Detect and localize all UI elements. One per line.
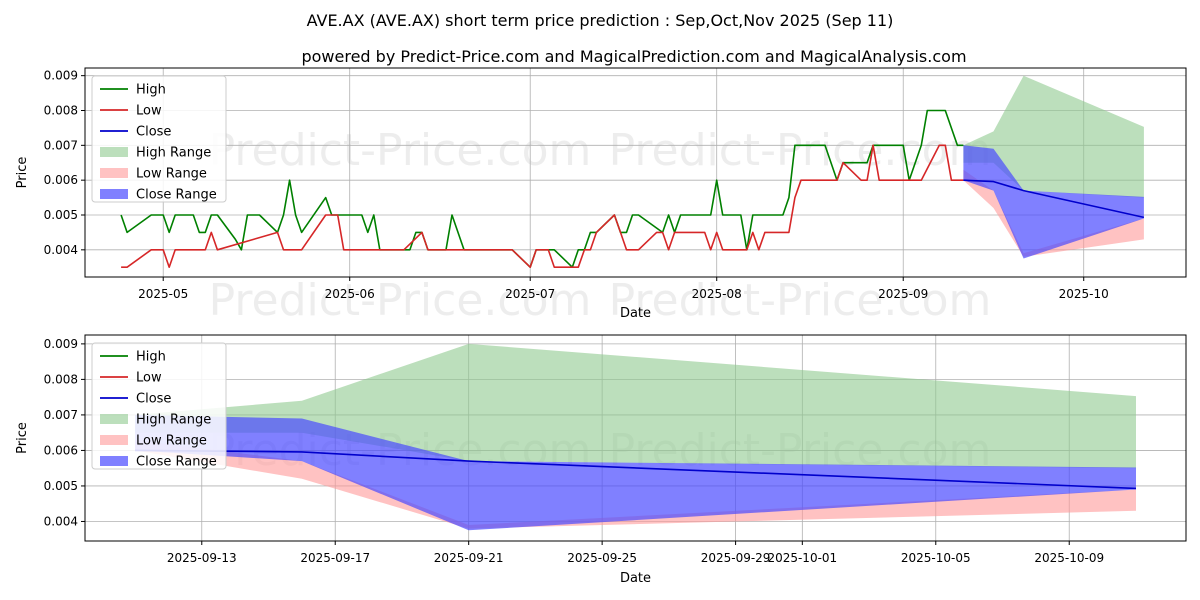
legend-label: Close: [136, 125, 171, 140]
low-range-band: [135, 439, 1136, 529]
y-tick-label: 0.009: [44, 337, 78, 351]
low-range-band: [963, 169, 1144, 257]
y-tick-label: 0.005: [44, 208, 78, 222]
legend-swatch: [100, 456, 128, 466]
x-tick-label: 2025-07: [505, 287, 555, 301]
top-legend: High Low Close High Range Low Range Close Ran…: [91, 75, 227, 203]
top-plot-area: Predict-Price.com Predict-Price.com Predic…: [15, 67, 1187, 326]
close-range-band: [135, 414, 1136, 531]
x-tick-label: 2025-09-21: [434, 551, 504, 565]
high-range-band: [135, 343, 1136, 469]
bottom-plot-area: Predict-Price.comPredict-Price.com2025-0…: [15, 334, 1187, 586]
watermark-text: Predict-Price.com: [209, 125, 592, 176]
watermark-text: Predict-Price.com: [609, 125, 992, 176]
close-range-band: [963, 145, 1144, 259]
bottom-series-group: [134, 343, 1137, 531]
low-line: [121, 144, 964, 269]
legend-swatch: [100, 189, 128, 199]
watermark-text: Predict-Price.com: [609, 275, 992, 326]
y-tick-label: 0.004: [44, 514, 78, 528]
x-tick-label: 2025-10: [1059, 287, 1109, 301]
y-tick-label: 0.004: [44, 243, 78, 257]
y-tick-label: 0.008: [44, 372, 78, 386]
x-tick-label: 2025-09-29: [701, 551, 771, 565]
top-series-group: [120, 75, 1145, 269]
y-tick-label: 0.006: [44, 173, 78, 187]
legend-swatch: [100, 168, 128, 178]
y-axis-label: Price: [15, 422, 30, 454]
legend-swatch: [100, 147, 128, 157]
y-tick-label: 0.009: [44, 69, 78, 83]
x-tick-label: 2025-06: [325, 287, 375, 301]
close-line: [963, 179, 1145, 219]
legend-label: Low Range: [136, 167, 207, 182]
legend-swatch: [100, 435, 128, 445]
legend-label: High: [136, 350, 166, 365]
y-tick-label: 0.005: [44, 479, 78, 493]
legend-label: Low: [136, 371, 162, 386]
x-tick-label: 2025-10-05: [901, 551, 971, 565]
x-tick-label: 2025-08: [692, 287, 742, 301]
legend-label: High: [136, 83, 166, 98]
x-tick-label: 2025-09-13: [167, 551, 237, 565]
y-tick-label: 0.007: [44, 138, 78, 152]
x-axis-label: Date: [620, 306, 651, 321]
y-tick-label: 0.006: [44, 443, 78, 457]
top-axes-frame: [84, 67, 1187, 278]
legend-label: High Range: [136, 413, 211, 428]
y-axis-label: Price: [15, 157, 30, 189]
x-tick-label: 2025-09-17: [300, 551, 370, 565]
legend-swatch: [100, 414, 128, 424]
legend-label: Low: [136, 104, 162, 119]
chart-title: AVE.AX (AVE.AX) short term price predict…: [307, 11, 894, 30]
x-tick-label: 2025-05: [138, 287, 188, 301]
high-range-band: [963, 75, 1144, 198]
chart-subtitle: powered by Predict-Price.com and Magical…: [301, 47, 966, 66]
x-tick-label: 2025-09-25: [567, 551, 637, 565]
y-tick-label: 0.008: [44, 103, 78, 117]
y-tick-label: 0.007: [44, 408, 78, 422]
legend-label: High Range: [136, 146, 211, 161]
legend-label: Close Range: [136, 188, 217, 203]
x-tick-label: 2025-10-01: [767, 551, 837, 565]
legend-label: Close Range: [136, 455, 217, 470]
x-tick-label: 2025-09: [878, 287, 928, 301]
watermark-text: Predict-Price.com: [209, 275, 592, 326]
legend-label: Low Range: [136, 434, 207, 449]
legend-label: Close: [136, 392, 171, 407]
bottom-legend: High Low Close High Range Low Range Close Ran…: [91, 342, 227, 470]
bottom-axes-frame: [84, 334, 1187, 542]
x-axis-label: Date: [620, 571, 651, 586]
x-tick-label: 2025-10-09: [1034, 551, 1104, 565]
